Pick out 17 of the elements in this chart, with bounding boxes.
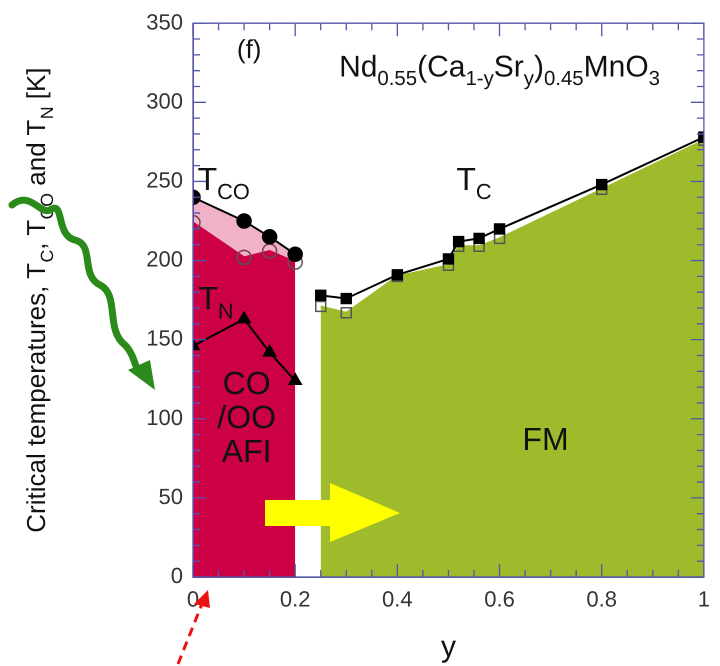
x-tick-label: 0.4 — [382, 586, 413, 612]
x-tick-label: 0.6 — [484, 586, 515, 612]
y-tick-label: 50 — [158, 484, 183, 509]
y-tick-label: 300 — [146, 88, 183, 114]
x-axis-title: y — [440, 630, 456, 664]
x-tick-label: 1 — [698, 586, 710, 612]
x-tick-label: 0.2 — [280, 586, 310, 612]
y-tick-label: 200 — [146, 246, 183, 272]
y-tick-label: 100 — [146, 404, 183, 430]
annotation: FM — [522, 421, 569, 458]
x-tick-label: 0.8 — [586, 586, 618, 612]
y-tick-label: 350 — [146, 9, 183, 34]
annotation: (f) — [236, 34, 262, 64]
annotation: CO /OO AFI — [217, 364, 276, 469]
y-tick-label: 150 — [146, 326, 183, 351]
y-tick-label: 0 — [170, 563, 183, 588]
y-tick-label: 250 — [146, 167, 183, 192]
